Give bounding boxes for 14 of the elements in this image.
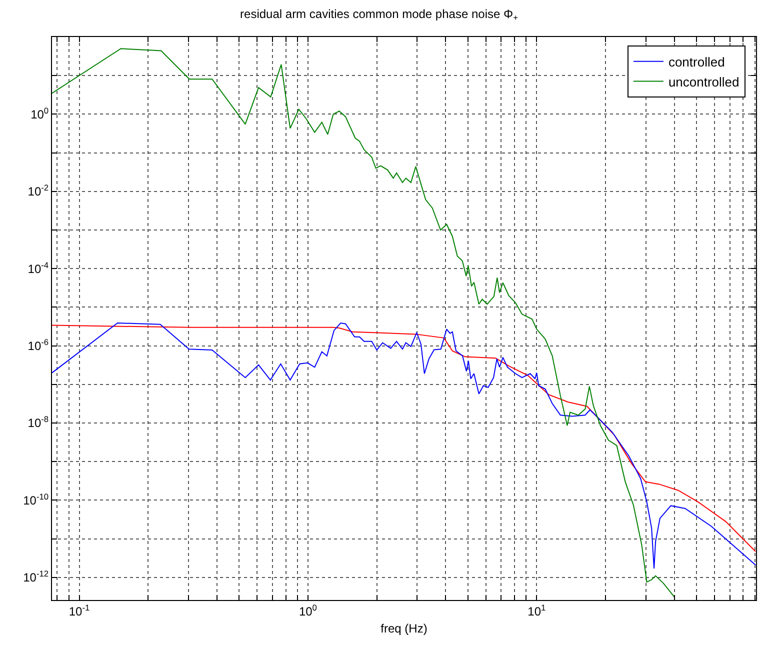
x-tick-label: 10$^{0}$: [298, 602, 318, 618]
y-tick-label: 10$^{0}$: [30, 105, 49, 122]
y-tick-label: 10$^{-2}$: [28, 182, 49, 199]
x-tick-label: 10$^{1}$: [528, 602, 546, 618]
y-tick-label: 10$^{-10}$: [23, 491, 49, 508]
legend-label: uncontrolled: [668, 74, 740, 90]
y-tick-label: 10$^{-4}$: [28, 260, 49, 276]
chart-title: residual arm cavities common mode phase noise Φ$_{+}$: [240, 7, 518, 23]
y-tick-label: 10$^{-6}$: [28, 336, 49, 354]
y-tick-label: 10$^{-12}$: [23, 568, 49, 585]
y-tick-label: 10$^{-8}$: [28, 414, 49, 430]
legend-label: controlled: [668, 54, 725, 70]
x-axis-title: freq (Hz): [380, 621, 428, 636]
x-tick-label: 10$^{-1}$: [68, 602, 90, 618]
